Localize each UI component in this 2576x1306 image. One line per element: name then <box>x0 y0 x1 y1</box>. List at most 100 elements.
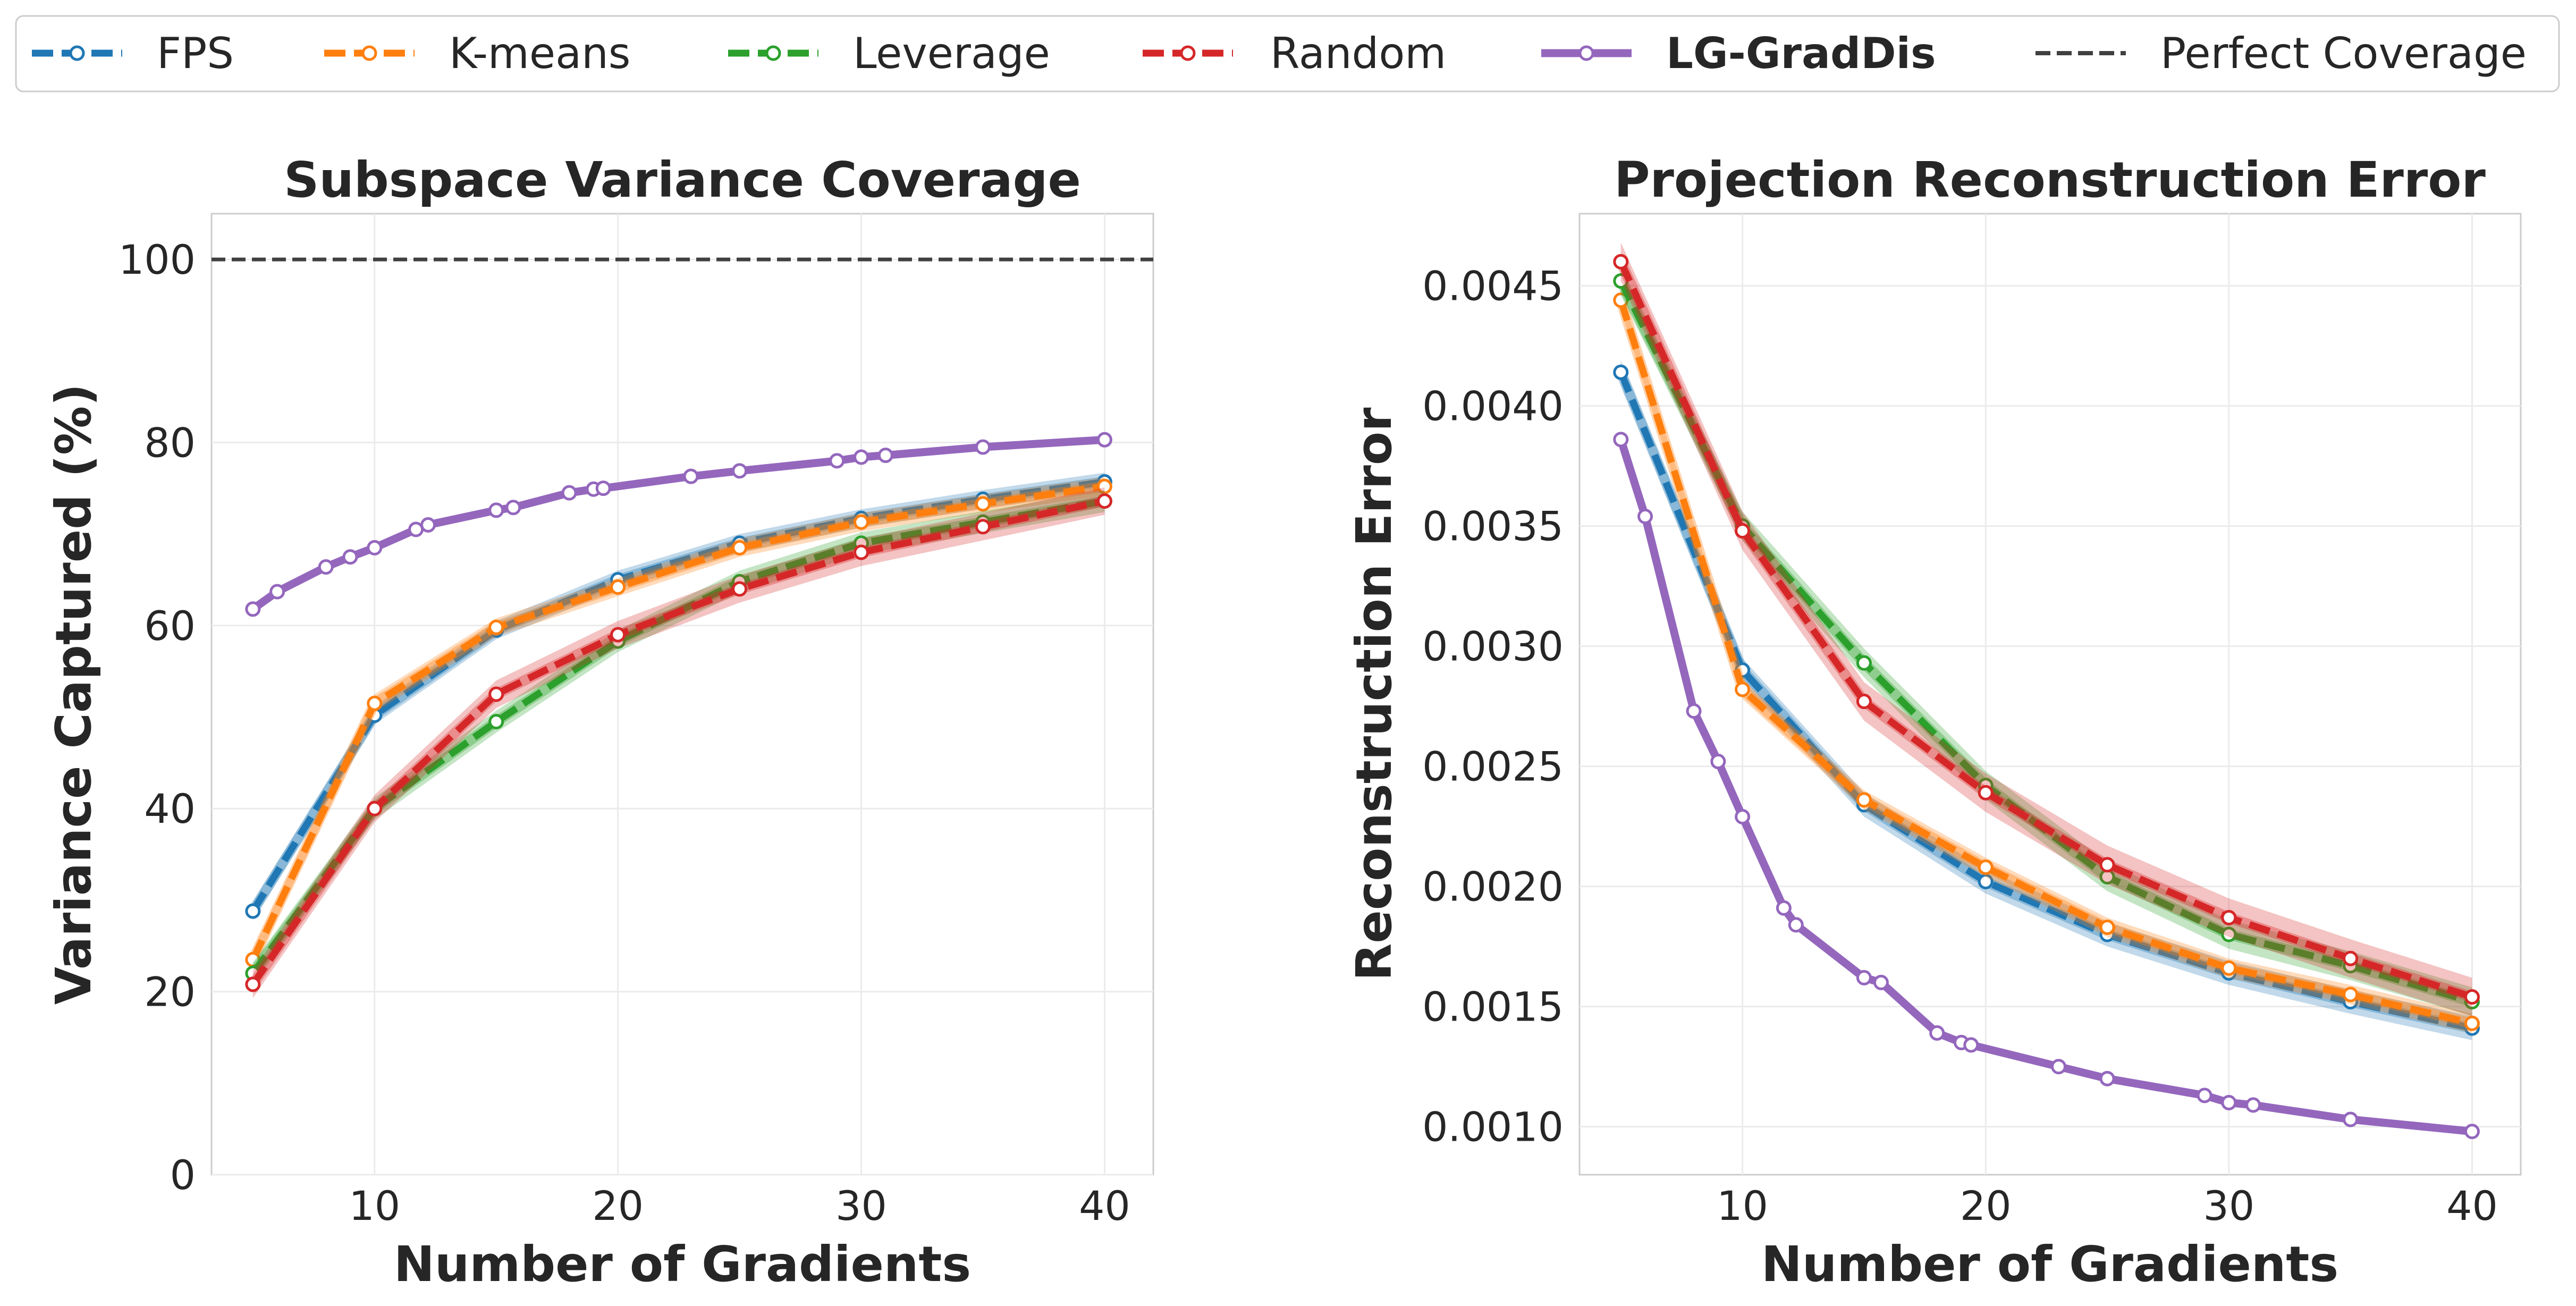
variance-xtick-label: 10 <box>349 1182 400 1229</box>
error-point-lg <box>2197 1088 2212 1103</box>
legend-marker-leverage <box>765 45 781 61</box>
error-point-random <box>2221 909 2237 925</box>
variance-point-lg <box>488 502 504 518</box>
error-ytick-label: 0.0035 <box>1422 503 1564 550</box>
chart-error: 10 20 30 40 0.0010 0.0015 0.0020 0.0025 0.0030 0.… <box>1346 151 2522 1293</box>
variance-xtick-label: 30 <box>835 1182 887 1229</box>
error-point-lg <box>2343 1111 2359 1127</box>
variance-point-lg <box>505 500 521 516</box>
legend-marker-random <box>1180 45 1196 61</box>
variance-point-kmeans <box>367 695 383 711</box>
variance-point-random <box>367 801 383 816</box>
error-point-random <box>2099 857 2115 873</box>
variance-point-kmeans <box>975 496 991 512</box>
variance-point-lg <box>269 584 285 600</box>
variance-point-random <box>1096 493 1112 509</box>
variance-point-kmeans <box>732 540 748 555</box>
error-point-lg <box>1686 703 1702 719</box>
error-point-leverage <box>1856 655 1872 671</box>
variance-ytick-label: 0 <box>170 1151 196 1199</box>
variance-point-lg <box>595 481 611 496</box>
x-axis-label-error: Number of Gradients <box>1761 1236 2338 1293</box>
error-xtick-label: 30 <box>2203 1182 2254 1229</box>
legend-item-kmeans: K-means <box>324 29 630 78</box>
variance-point-leverage <box>488 714 504 730</box>
error-xtick-label: 20 <box>1960 1182 2012 1229</box>
error-point-random <box>2343 950 2359 966</box>
legend-label-perfect-coverage: Perfect Coverage <box>2160 29 2527 78</box>
variance-point-lg <box>367 540 383 555</box>
variance-point-kmeans <box>488 619 504 635</box>
error-point-lg <box>1613 432 1629 448</box>
legend-item-perfect-coverage: Perfect Coverage <box>2036 29 2527 78</box>
error-point-lg <box>2051 1059 2067 1075</box>
legend-marker-kmeans <box>361 45 377 61</box>
legend-marker-lg-graddis <box>1578 45 1594 61</box>
error-point-random <box>1735 523 1751 539</box>
error-point-kmeans <box>2099 919 2115 935</box>
legend-item-leverage: Leverage <box>728 29 1050 78</box>
error-ytick-label: 0.0020 <box>1422 863 1564 911</box>
error-point-fps <box>1978 874 1994 890</box>
variance-ytick-label: 100 <box>119 236 196 283</box>
error-ytick-label: 0.0040 <box>1422 383 1564 430</box>
error-ytick-label: 0.0025 <box>1422 743 1564 790</box>
error-point-random <box>1978 785 1994 801</box>
legend-item-lg-graddis: LG-GradDis <box>1541 29 1936 78</box>
legend-marker-fps <box>69 45 85 61</box>
variance-point-lg <box>683 468 699 484</box>
y-axis-label-error: Reconstruction Error <box>1346 407 1403 981</box>
error-xtick-label: 10 <box>1717 1182 1768 1229</box>
error-point-kmeans <box>2343 987 2359 1002</box>
legend-label-fps: FPS <box>157 29 234 78</box>
legend-label-lg-graddis: LG-GradDis <box>1666 29 1936 78</box>
error-point-kmeans <box>1856 792 1872 808</box>
error-band-fps <box>1620 360 2472 1040</box>
error-point-random <box>2464 989 2480 1005</box>
error-point-kmeans <box>1978 859 1994 875</box>
variance-point-random <box>488 686 504 702</box>
variance-point-lg <box>245 601 261 617</box>
error-line-random <box>1617 260 2473 1000</box>
error-xtick-label: 40 <box>2446 1182 2498 1229</box>
variance-point-lg <box>877 448 893 464</box>
plot-area-error <box>1578 213 2522 1176</box>
variance-ytick-label: 40 <box>144 785 196 832</box>
error-point-leverage <box>2221 926 2237 942</box>
variance-point-lg <box>854 449 869 465</box>
variance-xtick-label: 20 <box>592 1182 644 1229</box>
error-point-kmeans <box>1735 681 1751 697</box>
variance-point-lg <box>318 559 334 575</box>
chart-title-variance: Subspace Variance Coverage <box>284 151 1081 208</box>
variance-point-lg <box>342 549 358 565</box>
error-point-lg <box>2221 1094 2237 1110</box>
error-point-random <box>1856 694 1872 710</box>
variance-point-random <box>245 976 261 992</box>
legend-label-random: Random <box>1270 29 1446 78</box>
error-point-lg <box>1873 974 1889 990</box>
variance-point-fps <box>245 903 261 919</box>
variance-point-kmeans <box>854 514 869 530</box>
error-line-kmeans <box>1617 299 2473 1027</box>
variance-point-lg <box>732 463 748 479</box>
variance-band-kmeans <box>252 477 1105 969</box>
variance-point-lg <box>975 439 991 455</box>
variance-line-kmeans <box>249 483 1105 962</box>
error-point-lg <box>2464 1124 2480 1140</box>
error-point-lg <box>1710 754 1726 770</box>
error-point-lg <box>1637 509 1653 525</box>
legend-item-fps: FPS <box>32 29 234 78</box>
error-point-lg <box>1776 900 1792 916</box>
legend: FPS K-means Leverage Random LG-GradDis P… <box>15 15 2560 92</box>
chart-title-error: Projection Reconstruction Error <box>1614 151 2486 208</box>
legend-item-random: Random <box>1143 29 1446 78</box>
variance-line-fps <box>250 478 1105 913</box>
variance-point-kmeans <box>1096 478 1112 494</box>
error-point-lg <box>2099 1071 2115 1086</box>
variance-point-lg <box>1096 432 1112 448</box>
variance-xtick-label: 40 <box>1079 1182 1130 1229</box>
variance-ytick-label: 20 <box>144 968 196 1016</box>
error-ytick-label: 0.0045 <box>1422 263 1564 310</box>
variance-point-random <box>854 544 869 560</box>
error-point-lg <box>1856 970 1872 985</box>
